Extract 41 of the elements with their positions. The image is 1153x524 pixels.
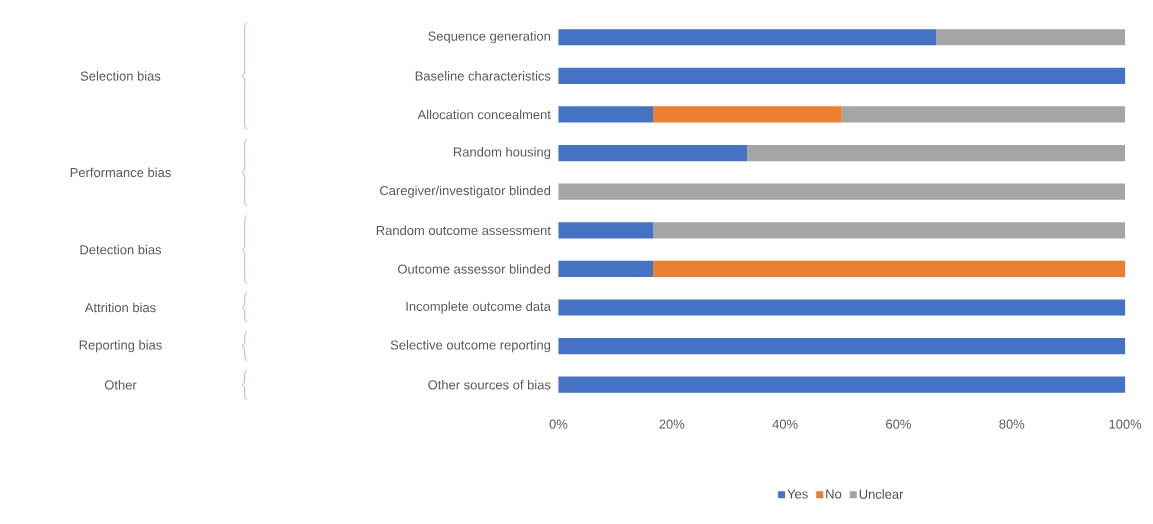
y-tick-label: Allocation concealment: [417, 109, 551, 120]
bar: [653, 260, 1126, 278]
bar: [558, 67, 1126, 85]
bar: [558, 222, 654, 239]
legend-label: Yes: [787, 489, 808, 499]
y-tick-label: Incomplete outcome data: [406, 301, 551, 314]
y-tick-label: Random outcome assessment: [376, 225, 551, 236]
text: Attrition bias: [84, 302, 156, 313]
x-tick-label: 20%: [659, 419, 685, 429]
legend-label: No: [826, 489, 842, 499]
y-tick-label: Other sources of bias: [428, 380, 551, 390]
bar: [653, 222, 1126, 239]
x-tick-label: 80%: [999, 419, 1025, 429]
legend-label: Unclear: [859, 489, 904, 499]
text: Reporting bias: [79, 340, 162, 353]
bar: [558, 183, 1126, 200]
bar: [558, 29, 937, 46]
y-tick-label: Baseline characteristics: [415, 71, 551, 81]
y-tick-label: Sequence generation: [428, 31, 551, 44]
y-tick-label: Outcome assessor blinded: [397, 264, 551, 274]
bar: [747, 145, 1126, 162]
bar: [558, 299, 1126, 316]
text: Performance bias: [70, 167, 171, 178]
bar: [558, 260, 654, 278]
bar: [841, 106, 1126, 123]
bar: [558, 376, 1126, 393]
x-tick-label: 100%: [1109, 419, 1142, 429]
text: Detection bias: [80, 244, 162, 255]
x-tick-label: 60%: [886, 419, 911, 429]
bar: [936, 29, 1126, 46]
y-tick-label: Selective outcome reporting: [390, 340, 551, 353]
text: Other: [104, 380, 137, 390]
y-tick-label: Caregiver/investigator blinded: [380, 185, 551, 198]
text: Selection bias: [80, 71, 161, 81]
x-tick-label: 0%: [549, 419, 568, 429]
bar: [558, 338, 1126, 355]
x-tick-label: 40%: [772, 419, 798, 429]
bar: [558, 106, 654, 123]
y-tick-label: Random housing: [453, 147, 551, 160]
bar: [558, 145, 748, 162]
bar: [653, 106, 842, 123]
